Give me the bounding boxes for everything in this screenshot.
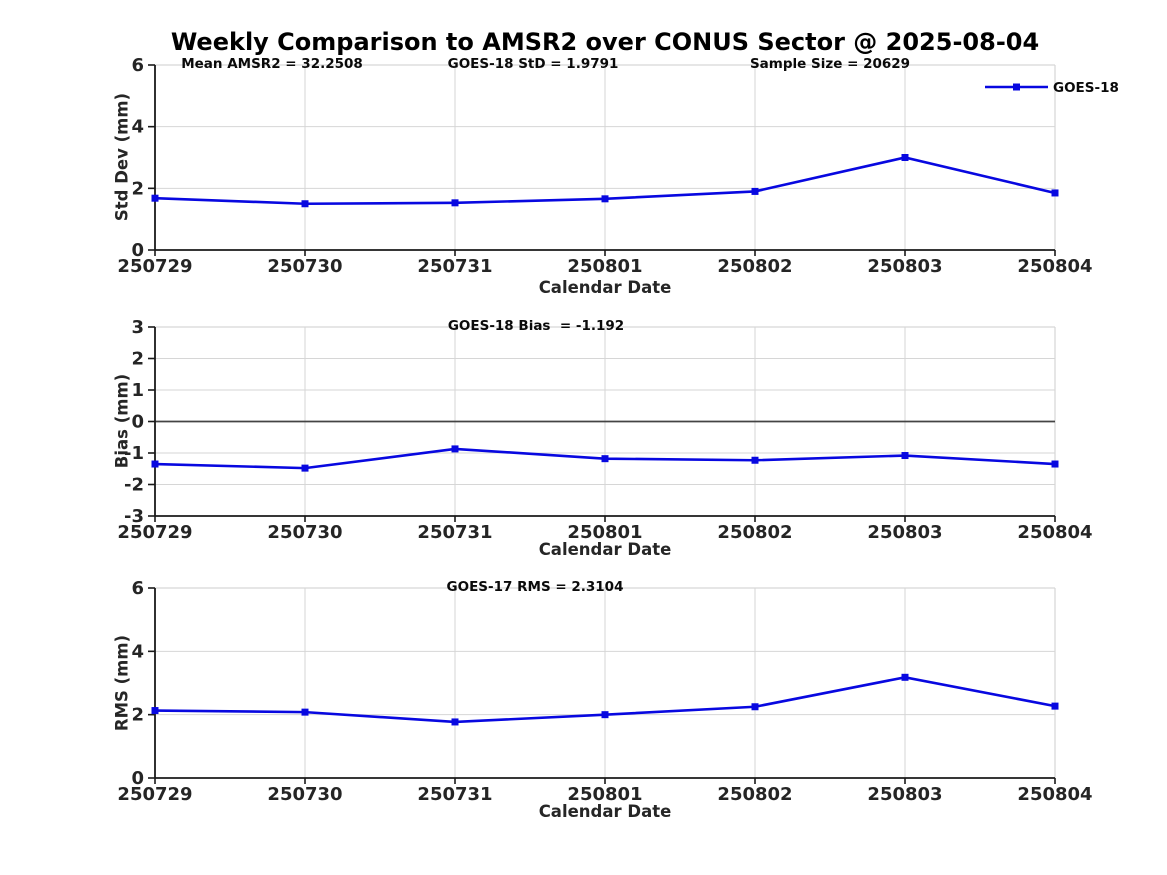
data-point-marker xyxy=(451,445,459,453)
x-tick-label: 250804 xyxy=(1017,256,1092,277)
annotation-mean-amsr2: Mean AMSR2 = 32.2508 xyxy=(181,56,363,72)
x-tick-label: 250804 xyxy=(1017,784,1092,805)
data-point-marker xyxy=(301,708,309,716)
x-axis-label-stddev: Calendar Date xyxy=(538,278,672,297)
x-axis-label-bias: Calendar Date xyxy=(538,540,672,559)
x-tick-label: 250730 xyxy=(267,784,342,805)
x-tick-label: 250731 xyxy=(417,784,492,805)
y-tick-label: -1 xyxy=(124,443,144,464)
x-tick-label: 250731 xyxy=(417,256,492,277)
data-point-marker xyxy=(151,707,159,715)
data-point-marker xyxy=(301,200,309,208)
data-point-marker xyxy=(751,703,759,711)
data-point-marker xyxy=(901,452,909,460)
x-tick-label: 250730 xyxy=(267,522,342,543)
annotation-sample-size: Sample Size = 20629 xyxy=(749,56,911,72)
data-point-marker xyxy=(151,194,159,202)
data-point-marker xyxy=(1051,189,1059,197)
x-tick-label: 250802 xyxy=(717,784,792,805)
x-tick-label: 250803 xyxy=(867,256,942,277)
y-tick-label: -3 xyxy=(124,506,144,527)
data-point-marker xyxy=(901,154,909,161)
x-tick-label: 250730 xyxy=(267,256,342,277)
y-tick-label: 4 xyxy=(131,641,144,662)
y-tick-label: 2 xyxy=(131,705,144,726)
y-tick-label: 1 xyxy=(131,380,144,401)
legend-marker-sample xyxy=(1013,83,1020,91)
x-tick-label: 250729 xyxy=(117,784,192,805)
x-tick-label: 250802 xyxy=(717,522,792,543)
x-axis-label-rms: Calendar Date xyxy=(538,802,672,821)
data-point-marker xyxy=(751,456,759,464)
y-tick-label: 0 xyxy=(131,240,144,261)
x-tick-label: 250801 xyxy=(567,784,642,805)
y-tick-label: -2 xyxy=(124,475,144,496)
data-point-marker xyxy=(601,195,609,203)
y-tick-label: 3 xyxy=(131,317,144,338)
figure-title: Weekly Comparison to AMSR2 over CONUS Se… xyxy=(170,28,1040,56)
legend-label-goes18: GOES-18 xyxy=(1053,80,1119,96)
y-axis-label-bias: Bias (mm) xyxy=(112,373,132,469)
y-tick-label: 6 xyxy=(131,578,144,599)
y-tick-label: 0 xyxy=(131,412,144,433)
y-tick-label: 2 xyxy=(131,349,144,370)
annotation-goes18-std: GOES-18 StD = 1.9791 xyxy=(447,56,619,72)
data-point-marker xyxy=(601,711,609,719)
y-tick-label: 2 xyxy=(131,178,144,199)
data-point-marker xyxy=(451,718,459,726)
data-point-marker xyxy=(151,460,159,468)
y-tick-label: 4 xyxy=(131,117,144,138)
data-point-marker xyxy=(1051,702,1059,710)
annotation-goes17-rms: GOES-17 RMS = 2.3104 xyxy=(446,579,624,595)
data-point-marker xyxy=(451,199,459,207)
x-tick-label: 250731 xyxy=(417,522,492,543)
y-axis-label-rms: RMS (mm) xyxy=(112,634,132,732)
x-tick-label: 250729 xyxy=(117,256,192,277)
x-tick-label: 250804 xyxy=(1017,522,1092,543)
x-tick-label: 250801 xyxy=(567,256,642,277)
y-axis-label-stddev: Std Dev (mm) xyxy=(112,92,132,222)
x-tick-label: 250729 xyxy=(117,522,192,543)
x-tick-label: 250802 xyxy=(717,256,792,277)
data-point-marker xyxy=(901,673,909,681)
x-tick-label: 250803 xyxy=(867,784,942,805)
y-tick-label: 0 xyxy=(131,768,144,789)
annotation-goes18-bias: GOES-18 Bias = -1.192 xyxy=(447,318,625,334)
data-point-marker xyxy=(301,464,309,472)
y-tick-label: 6 xyxy=(131,55,144,76)
data-point-marker xyxy=(751,187,759,195)
data-point-marker xyxy=(1051,460,1059,468)
x-tick-label: 250803 xyxy=(867,522,942,543)
data-point-marker xyxy=(601,455,609,463)
x-tick-label: 250801 xyxy=(567,522,642,543)
